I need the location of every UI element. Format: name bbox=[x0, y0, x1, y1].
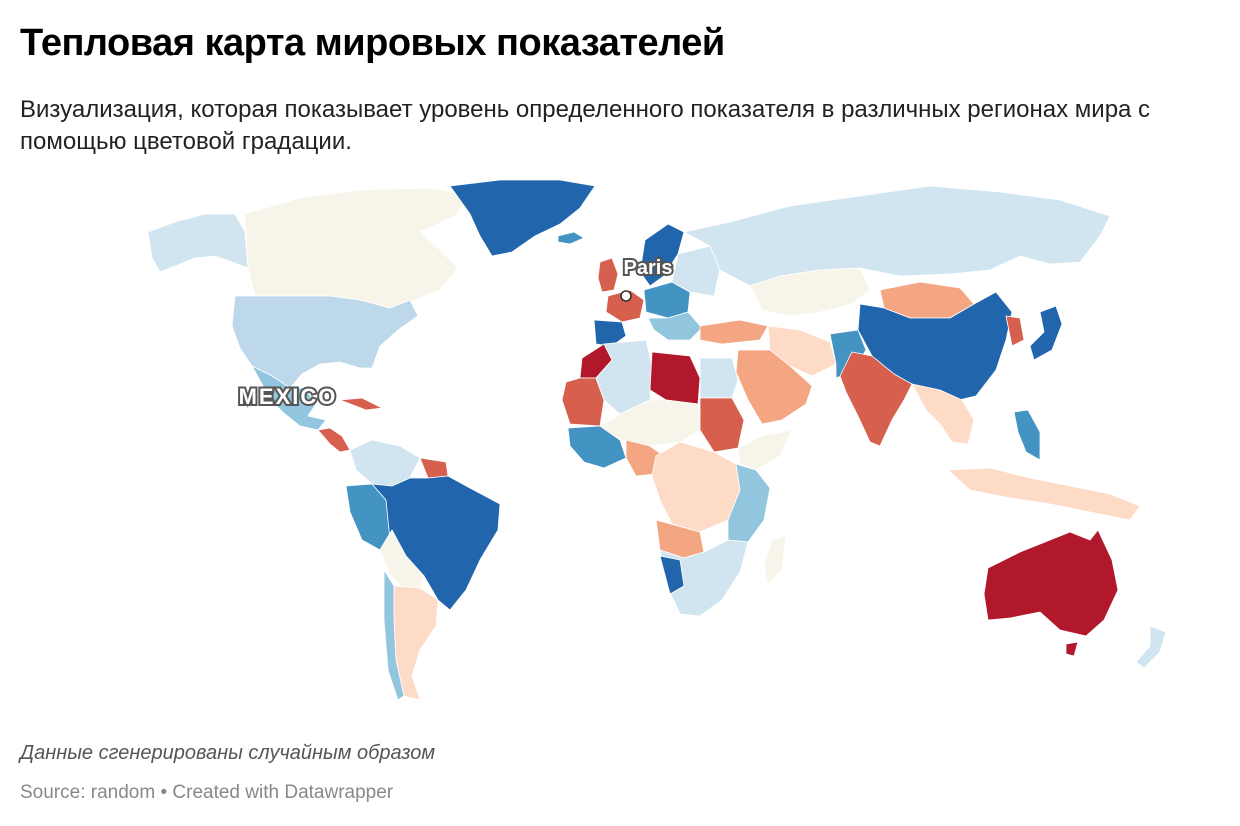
region-guianas[interactable] bbox=[419, 457, 449, 479]
region-chile[interactable] bbox=[383, 569, 405, 701]
region-balkans[interactable] bbox=[647, 311, 703, 341]
region-southeast-asia[interactable] bbox=[911, 383, 975, 445]
region-turkey[interactable] bbox=[699, 319, 769, 345]
region-mexico[interactable] bbox=[251, 365, 327, 431]
paris-marker bbox=[620, 290, 632, 302]
region-southern-africa[interactable] bbox=[659, 539, 749, 617]
region-russia[interactable] bbox=[683, 185, 1111, 287]
region-tasmania[interactable] bbox=[1065, 641, 1079, 657]
chart-title: Тепловая карта мировых показателей bbox=[20, 22, 725, 64]
region-central-africa[interactable] bbox=[651, 441, 741, 533]
paris-label: Paris bbox=[624, 257, 673, 279]
region-canada[interactable] bbox=[244, 187, 471, 309]
source-separator: • bbox=[155, 782, 173, 803]
region-madagascar[interactable] bbox=[763, 535, 787, 585]
region-spain[interactable] bbox=[593, 319, 627, 347]
region-korea[interactable] bbox=[1005, 315, 1025, 347]
region-iceland[interactable] bbox=[557, 231, 585, 245]
region-india[interactable] bbox=[839, 351, 913, 447]
region-greenland[interactable] bbox=[449, 179, 596, 257]
region-libya[interactable] bbox=[649, 351, 701, 405]
datawrapper-credit-link[interactable]: Created with Datawrapper bbox=[172, 782, 394, 803]
region-indonesia[interactable] bbox=[947, 467, 1141, 521]
region-west-africa[interactable] bbox=[567, 425, 627, 469]
region-scandinavia[interactable] bbox=[639, 223, 685, 287]
region-horn-africa[interactable] bbox=[737, 429, 793, 471]
region-alaska[interactable] bbox=[147, 213, 249, 273]
region-uk[interactable] bbox=[597, 257, 619, 293]
world-choropleth-map: Paris MEXICO bbox=[147, 179, 1167, 701]
chart-notes: Данные сгенерированы случайным образом bbox=[20, 742, 436, 764]
region-sudan[interactable] bbox=[699, 397, 745, 453]
region-central-asia[interactable] bbox=[749, 267, 871, 317]
source-line: Source: random • Created with Datawrappe… bbox=[20, 782, 393, 804]
region-central-america[interactable] bbox=[317, 427, 351, 453]
mexico-label: MEXICO bbox=[239, 384, 338, 409]
region-bolivia[interactable] bbox=[379, 529, 425, 589]
region-australia[interactable] bbox=[983, 529, 1119, 637]
region-new-zealand[interactable] bbox=[1135, 625, 1167, 669]
source-text: Source: random bbox=[20, 782, 156, 803]
region-philippines[interactable] bbox=[1013, 409, 1041, 461]
region-namibia[interactable] bbox=[659, 555, 685, 595]
region-caribbean[interactable] bbox=[339, 397, 383, 411]
region-egypt[interactable] bbox=[699, 357, 739, 399]
region-arabia[interactable] bbox=[735, 349, 813, 425]
region-france[interactable] bbox=[605, 289, 645, 323]
chart-description: Визуализация, которая показывает уровень… bbox=[20, 96, 1151, 155]
region-west-sahara[interactable] bbox=[561, 377, 605, 427]
region-japan[interactable] bbox=[1029, 305, 1063, 361]
